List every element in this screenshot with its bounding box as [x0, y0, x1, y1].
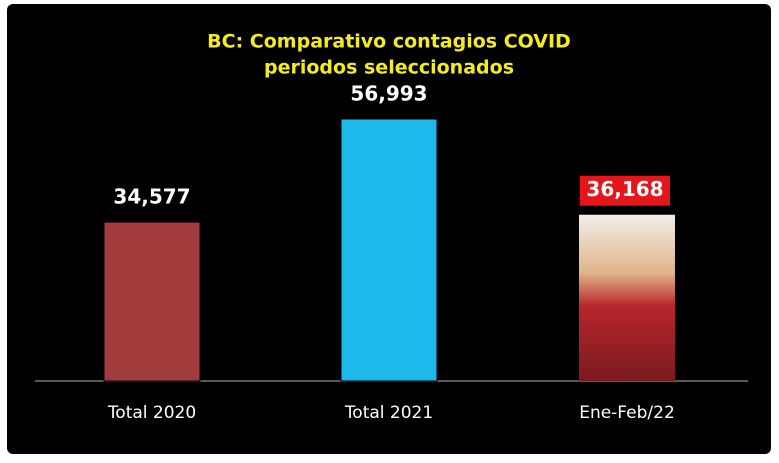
x-tick-label: Total 2020 — [107, 403, 196, 423]
value-label-box — [580, 175, 670, 206]
bar — [579, 214, 675, 381]
chart-title: BC: Comparativo contagios COVID — [207, 31, 571, 53]
value-label: 36,168 — [586, 177, 663, 201]
x-tick-label: Total 2021 — [344, 403, 433, 423]
x-tick-label: Ene-Feb/22 — [579, 403, 675, 423]
value-label: 34,577 — [113, 185, 190, 209]
bar — [340, 118, 438, 382]
chart-subtitle: periodos seleccionados — [264, 57, 514, 79]
value-label: 56,993 — [350, 82, 427, 106]
bar — [103, 221, 201, 382]
